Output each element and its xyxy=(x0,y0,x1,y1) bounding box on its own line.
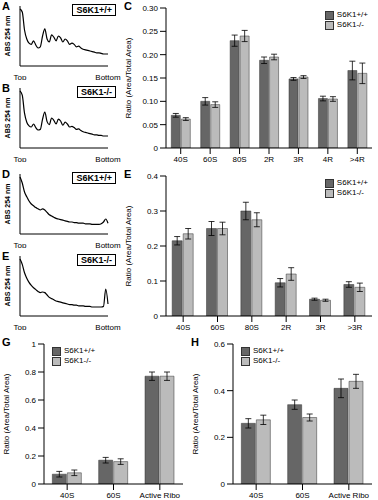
svg-text:60S: 60S xyxy=(210,323,224,332)
svg-text:60S: 60S xyxy=(106,491,120,500)
svg-text:0: 0 xyxy=(221,480,226,489)
svg-text:0.25: 0.25 xyxy=(142,27,158,36)
svg-text:ABS 254 nm: ABS 254 nm xyxy=(8,184,11,225)
svg-text:0.2: 0.2 xyxy=(147,242,159,251)
svg-text:0.4: 0.4 xyxy=(25,424,37,433)
html-text:S6K1-/-: S6K1-/- xyxy=(81,87,112,97)
html-text:C: C xyxy=(124,0,132,12)
svg-text:Ratio (Area/Total Area): Ratio (Area/Total Area) xyxy=(191,373,200,454)
svg-text:Bottom: Bottom xyxy=(95,323,121,330)
html-text:A: A xyxy=(2,0,10,12)
svg-text:Top: Top xyxy=(14,323,27,330)
html-text:S6K1+/+: S6K1+/+ xyxy=(76,5,112,15)
svg-text:80S: 80S xyxy=(245,323,259,332)
html-text:E: E xyxy=(2,250,10,262)
svg-text:Bottom: Bottom xyxy=(95,155,121,162)
svg-text:80S: 80S xyxy=(232,155,246,164)
html-text:S6K1+/+: S6K1+/+ xyxy=(336,178,368,187)
html-text:S6K1-/-: S6K1-/- xyxy=(64,356,92,365)
svg-text:Ratio (Area/Total Area): Ratio (Area/Total Area) xyxy=(124,205,133,286)
svg-text:2R: 2R xyxy=(281,323,291,332)
svg-text:4R: 4R xyxy=(323,155,333,164)
html-text:H: H xyxy=(191,336,199,348)
svg-text:ABS 254 nm: ABS 254 nm xyxy=(8,16,11,57)
svg-text:ABS 254 nm: ABS 254 nm xyxy=(8,266,11,307)
svg-text:0.30: 0.30 xyxy=(142,4,158,13)
svg-text:Bottom: Bottom xyxy=(95,241,121,248)
svg-text:0.10: 0.10 xyxy=(142,97,158,106)
html-text:S6K1+/+: S6K1+/+ xyxy=(76,173,112,183)
svg-text:0.20: 0.20 xyxy=(142,51,158,60)
html-text:S6K1-/-: S6K1-/- xyxy=(336,188,364,197)
svg-text:0.8: 0.8 xyxy=(25,368,37,377)
html-text:S6K1+/+: S6K1+/+ xyxy=(253,346,285,355)
svg-text:ABS 254 nm: ABS 254 nm xyxy=(8,98,11,139)
svg-text:0.3: 0.3 xyxy=(147,207,159,216)
svg-text:0.6: 0.6 xyxy=(214,340,226,349)
svg-text:>4R: >4R xyxy=(350,155,365,164)
svg-text:Ratio (Area/Total Area): Ratio (Area/Total Area) xyxy=(124,37,133,118)
svg-text:0.4: 0.4 xyxy=(214,387,226,396)
svg-text:0.2: 0.2 xyxy=(25,452,37,461)
svg-text:60S: 60S xyxy=(295,491,309,500)
svg-text:0: 0 xyxy=(154,312,159,321)
html-text:E: E xyxy=(124,168,132,180)
svg-text:Active Ribo: Active Ribo xyxy=(140,491,181,500)
svg-text:Bottom: Bottom xyxy=(95,73,121,80)
svg-text:40S: 40S xyxy=(174,155,188,164)
html-text:D: D xyxy=(2,168,10,180)
svg-text:1: 1 xyxy=(32,340,37,349)
svg-text:0.1: 0.1 xyxy=(147,277,159,286)
svg-text:40S: 40S xyxy=(60,491,74,500)
html-text:B: B xyxy=(2,82,10,94)
svg-text:2R: 2R xyxy=(264,155,274,164)
svg-text:0.4: 0.4 xyxy=(147,172,159,181)
svg-text:3R: 3R xyxy=(315,323,325,332)
html-text:S6K1-/-: S6K1-/- xyxy=(336,20,364,29)
html-text:S6K1+/+: S6K1+/+ xyxy=(64,346,96,355)
svg-text:3R: 3R xyxy=(293,155,303,164)
svg-text:0: 0 xyxy=(154,144,159,153)
svg-text:Active Ribo: Active Ribo xyxy=(329,491,370,500)
svg-text:Ratio (Area/Total Area): Ratio (Area/Total Area) xyxy=(8,373,11,454)
html-text:S6K1-/-: S6K1-/- xyxy=(253,356,281,365)
svg-text:0.15: 0.15 xyxy=(142,74,158,83)
svg-text:0: 0 xyxy=(32,480,37,489)
svg-text:40S: 40S xyxy=(176,323,190,332)
svg-text:>3R: >3R xyxy=(347,323,362,332)
svg-text:0.2: 0.2 xyxy=(214,433,226,442)
svg-text:0.6: 0.6 xyxy=(25,396,37,405)
html-text:S6K1+/+: S6K1+/+ xyxy=(336,10,368,19)
svg-text:Top: Top xyxy=(14,73,27,80)
svg-text:40S: 40S xyxy=(249,491,263,500)
svg-text:60S: 60S xyxy=(203,155,217,164)
svg-text:0.05: 0.05 xyxy=(142,121,158,130)
html-text:G: G xyxy=(2,336,11,348)
svg-text:Top: Top xyxy=(14,155,27,162)
html-text:S6K1-/-: S6K1-/- xyxy=(81,255,112,265)
svg-text:Top: Top xyxy=(14,241,27,248)
